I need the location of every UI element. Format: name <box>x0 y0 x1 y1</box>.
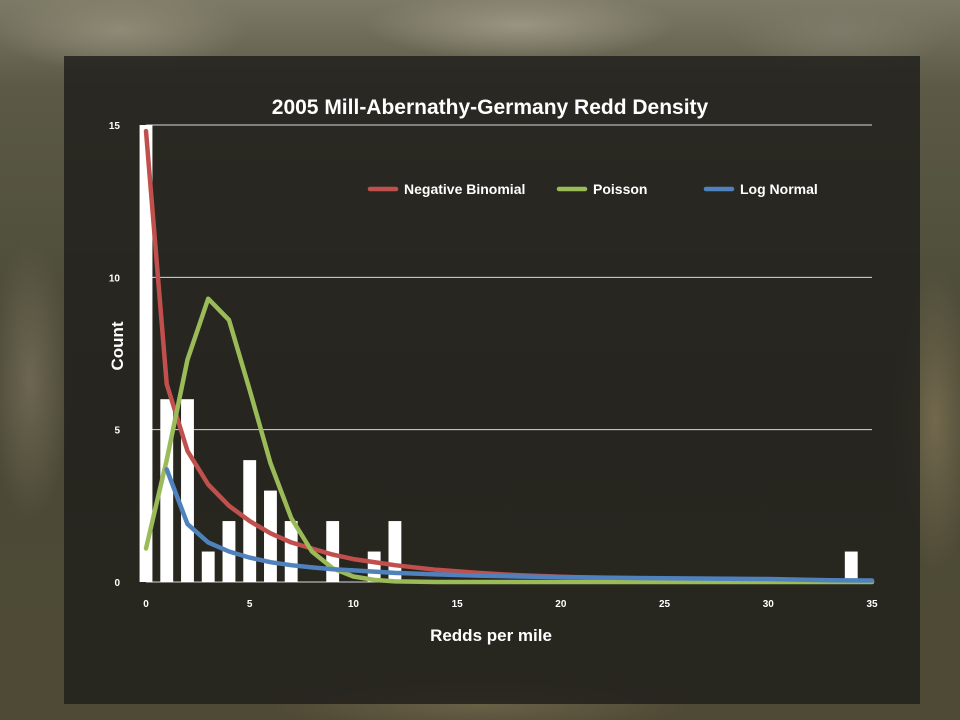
chart-panel: 2005 Mill-Abernathy-Germany Redd Density… <box>64 56 920 704</box>
bar-x-2 <box>181 399 194 582</box>
legend-label-poisson: Poisson <box>593 181 647 197</box>
bar-x-34 <box>844 551 858 582</box>
x-tick-label-20: 20 <box>555 599 567 610</box>
x-tick-label-5: 5 <box>247 599 253 610</box>
y-tick-label-15: 15 <box>109 121 121 132</box>
y-tick-label-0: 0 <box>114 578 120 589</box>
x-tick-label-35: 35 <box>866 599 878 610</box>
x-tick-label-10: 10 <box>348 599 360 610</box>
bar-x-7 <box>284 521 298 582</box>
bar-x-3 <box>201 551 215 582</box>
axes: 0 5 10 15 0 5 10 15 20 25 30 35 <box>109 121 878 610</box>
bar-x-0 <box>139 125 153 582</box>
y-axis-title: Count <box>108 321 127 370</box>
x-tick-label-15: 15 <box>452 599 464 610</box>
bar-x-6 <box>264 490 277 582</box>
y-tick-label-5: 5 <box>114 426 120 437</box>
x-tick-label-0: 0 <box>143 599 149 610</box>
legend: Negative Binomial Poisson Log Normal <box>367 181 818 197</box>
legend-label-log-normal: Log Normal <box>740 181 818 197</box>
series-line-log-normal <box>164 467 875 583</box>
fitted-curves <box>143 128 875 585</box>
x-tick-label-30: 30 <box>763 599 775 610</box>
y-tick-label-10: 10 <box>109 273 121 284</box>
x-tick-label-25: 25 <box>659 599 671 610</box>
bar-x-11 <box>367 551 381 582</box>
legend-label-negative-binomial: Negative Binomial <box>404 181 525 197</box>
chart-title: 2005 Mill-Abernathy-Germany Redd Density <box>272 96 709 119</box>
bar-x-1 <box>160 399 174 582</box>
x-axis-title: Redds per mile <box>430 626 552 645</box>
chart-svg: 2005 Mill-Abernathy-Germany Redd Density… <box>108 96 878 645</box>
